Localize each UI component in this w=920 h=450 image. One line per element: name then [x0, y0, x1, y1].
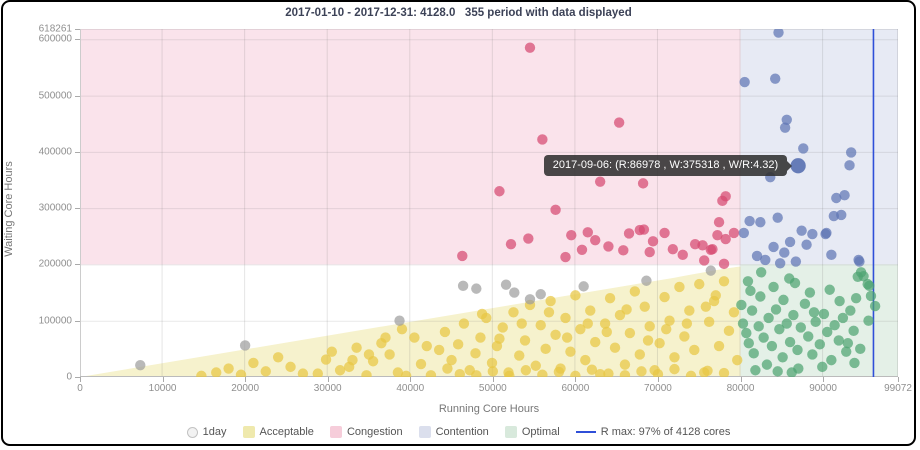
legend: 1day Acceptable Congestion Contention Optima…	[3, 426, 914, 438]
chart-title: 2017-01-10 - 2017-12-31: 4128.0 355 peri…	[285, 7, 632, 19]
x-tick-label: 30000	[313, 383, 342, 394]
x-tick-mark	[575, 377, 577, 382]
y-tick-label: 400000	[38, 146, 72, 158]
x-tick-label: 90000	[809, 383, 837, 394]
legend-item-contention[interactable]: Contention	[418, 426, 489, 438]
y-tick-mark	[75, 39, 80, 41]
legend-label: Contention	[435, 426, 489, 438]
x-tick-mark	[823, 377, 825, 382]
x-tick-label: 70000	[644, 383, 672, 394]
x-tick-mark	[245, 377, 247, 382]
x-tick-label: 0	[77, 383, 83, 394]
x-tick-mark	[898, 377, 899, 382]
plot-area[interactable]: 2017-09-06: (R:86978 , W:375318 , W/R:4.…	[80, 29, 898, 377]
legend-item-acceptable[interactable]: Acceptable	[242, 426, 314, 438]
x-tick-label: 80000	[726, 383, 755, 394]
legend-label: 1day	[202, 426, 227, 438]
series-contention-days[interactable]	[738, 29, 865, 269]
region-contention	[740, 29, 898, 265]
legend-label: R max: 97% of 4128 cores	[600, 426, 731, 438]
legend-swatch	[329, 426, 342, 438]
legend-swatch	[186, 426, 198, 438]
y-tick-mark	[75, 264, 80, 266]
y-tick-mark	[75, 151, 80, 153]
rmax-line-swatch	[575, 431, 596, 433]
x-tick-mark	[740, 377, 742, 382]
y-tick-label: 300000	[38, 202, 72, 214]
y-tick-label: 200000	[38, 258, 72, 270]
legend-swatch	[418, 426, 431, 438]
y-tick-mark	[75, 320, 80, 322]
y-tick-label: 618261	[38, 23, 72, 35]
scatter-canvas[interactable]	[80, 29, 898, 377]
x-tick-mark	[80, 377, 81, 382]
x-axis-title: Running Core Hours	[438, 403, 540, 415]
tooltip-arrow	[787, 160, 793, 171]
x-tick-mark	[327, 377, 329, 382]
x-tick-label: 20000	[231, 383, 260, 394]
y-tick-label: 0	[66, 371, 72, 383]
highlighted-point[interactable]	[790, 158, 806, 174]
x-tick-mark	[162, 377, 164, 382]
series-optimal-days[interactable]	[736, 267, 881, 377]
legend-swatch	[242, 426, 255, 438]
tooltip: 2017-09-06: (R:86978 , W:375318 , W/R:4.…	[543, 155, 793, 177]
x-tick-label: 10000	[148, 383, 177, 394]
legend-item-optimal[interactable]: Optimal	[504, 426, 560, 438]
series-congestion-days[interactable]	[457, 42, 740, 270]
legend-swatch	[504, 426, 517, 438]
series-acceptable-days[interactable]	[196, 276, 743, 377]
y-tick-mark	[75, 95, 80, 97]
x-tick-mark	[657, 377, 659, 382]
series-uncategorized-days[interactable]	[135, 265, 717, 371]
x-tick-label: 60000	[561, 383, 590, 394]
x-tick-label: 50000	[478, 383, 507, 394]
legend-item-r-max-97-of-4128-cores[interactable]: R max: 97% of 4128 cores	[575, 426, 731, 438]
y-tick-label: 600000	[38, 33, 72, 45]
y-tick-mark	[75, 29, 80, 30]
x-tick-label: 99072	[884, 383, 912, 394]
tooltip-text: 2017-09-06: (R:86978 , W:375318 , W/R:4.…	[552, 159, 779, 172]
y-tick-mark	[75, 377, 80, 378]
x-tick-mark	[492, 377, 494, 382]
y-tick-label: 100000	[38, 315, 72, 327]
legend-label: Congestion	[346, 426, 403, 438]
region-congestion	[80, 29, 741, 265]
y-tick-mark	[75, 208, 80, 210]
legend-item-congestion[interactable]: Congestion	[329, 426, 403, 438]
legend-item-1day[interactable]: 1day	[186, 426, 227, 438]
x-tick-mark	[410, 377, 412, 382]
legend-label: Acceptable	[259, 426, 314, 438]
x-tick-label: 40000	[396, 383, 425, 394]
legend-label: Optimal	[521, 426, 560, 438]
y-tick-label: 500000	[38, 90, 72, 102]
